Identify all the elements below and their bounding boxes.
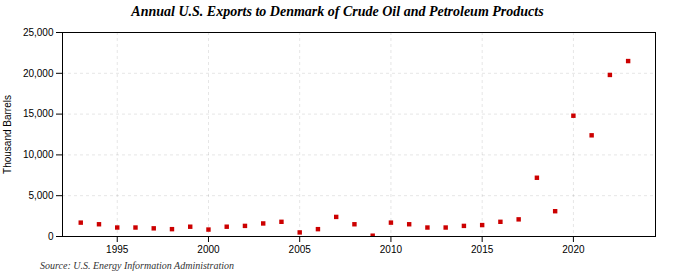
svg-text:20,000: 20,000 [23,68,54,79]
svg-text:15,000: 15,000 [23,108,54,119]
svg-text:Thousand Barrels: Thousand Barrels [2,95,13,174]
svg-text:2005: 2005 [289,244,312,255]
html-text:Source: U.S. Energy Informatio: Source: U.S. Energy Information Administ… [40,260,235,271]
html-text:Annual U.S. Exports to Denmark: Annual U.S. Exports to Denmark of Crude … [131,4,544,19]
svg-text:0: 0 [48,231,54,242]
svg-text:2020: 2020 [562,244,585,255]
svg-text:2010: 2010 [380,244,403,255]
svg-text:2015: 2015 [471,244,494,255]
svg-text:5,000: 5,000 [28,190,53,201]
svg-text:2000: 2000 [197,244,220,255]
svg-text:25,000: 25,000 [23,27,54,38]
svg-text:1995: 1995 [106,244,129,255]
svg-text:10,000: 10,000 [23,149,54,160]
